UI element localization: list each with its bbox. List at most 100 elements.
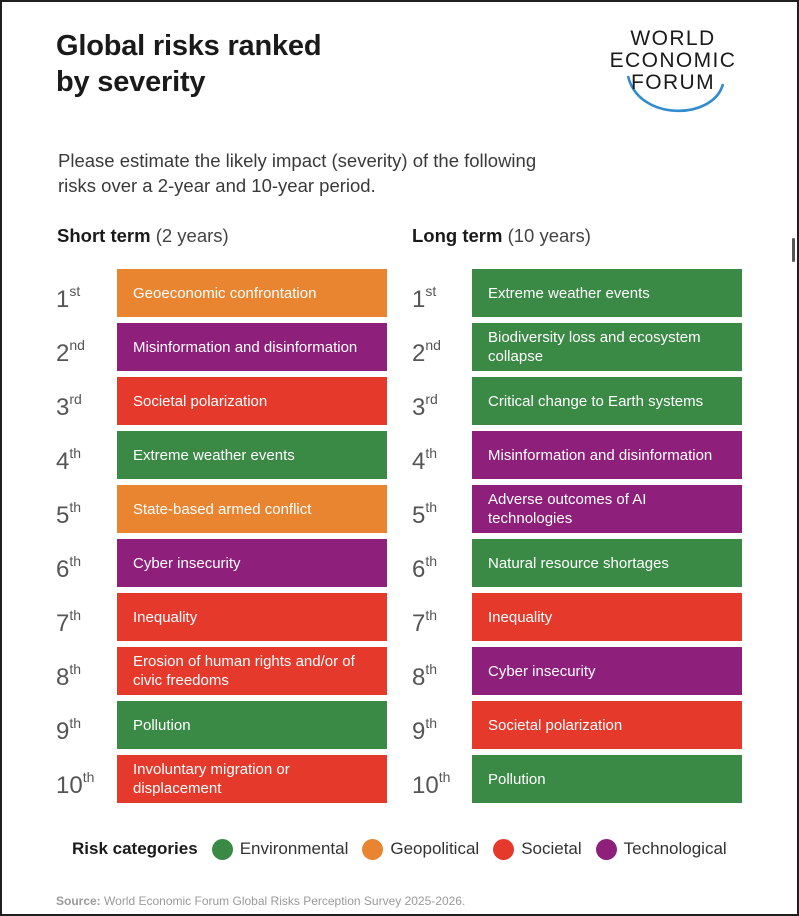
subtitle-line-1: Please estimate the likely impact (sever… bbox=[58, 150, 537, 171]
long-term-risk-bar-7: Inequality bbox=[472, 593, 742, 641]
legend-dot-environmental bbox=[211, 838, 233, 860]
long-term-rank-7: 7th bbox=[412, 593, 472, 641]
rank-number: 4 bbox=[412, 448, 426, 475]
long-term-heading-light: (10 years) bbox=[507, 225, 591, 246]
long-term-risk-bar-4: Misinformation and disinformation bbox=[472, 431, 742, 479]
rank-suffix: th bbox=[425, 661, 438, 677]
risk-label: Societal polarization bbox=[133, 392, 268, 410]
short-term-risk-bar-8: Erosion of human rights and/or of civic … bbox=[117, 647, 387, 695]
short-term-rank-1: 1st bbox=[56, 269, 116, 317]
rank-number: 7 bbox=[56, 610, 70, 637]
rank-number: 8 bbox=[412, 664, 426, 691]
rank-suffix: st bbox=[69, 283, 81, 299]
risk-label: Adverse outcomes of AI technologies bbox=[488, 491, 647, 527]
rank-number: 5 bbox=[412, 502, 426, 529]
rank-number: 10 bbox=[412, 772, 439, 799]
logo-line-3: FORUM bbox=[631, 71, 715, 94]
source-text: World Economic Forum Global Risks Percep… bbox=[104, 894, 466, 908]
rank-suffix: th bbox=[69, 607, 82, 623]
short-term-rank-2: 2nd bbox=[56, 323, 116, 371]
rank-suffix: rd bbox=[69, 391, 82, 407]
short-term-risk-bar-1: Geoeconomic confrontation bbox=[117, 269, 387, 317]
long-term-risk-bar-5: Adverse outcomes of AI technologies bbox=[472, 485, 742, 533]
rank-suffix: th bbox=[69, 499, 82, 515]
risk-label: Societal polarization bbox=[488, 716, 623, 734]
legend-dot-societal bbox=[493, 838, 515, 860]
short-term-rank-9: 9th bbox=[56, 701, 116, 749]
short-term-rank-3: 3rd bbox=[56, 377, 116, 425]
rank-suffix: rd bbox=[425, 391, 438, 407]
short-term-risk-bar-5: State-based armed conflict bbox=[117, 485, 387, 533]
risk-label: Biodiversity loss and ecosystem collapse bbox=[488, 329, 701, 365]
legend-item-technological: Technological bbox=[595, 838, 727, 860]
risk-label: Involuntary migration or displacement bbox=[133, 761, 290, 797]
long-term-heading-bold: Long term bbox=[412, 225, 503, 246]
rank-suffix: nd bbox=[425, 337, 441, 353]
rank-suffix: th bbox=[425, 499, 438, 515]
long-term-rank-1: 1st bbox=[412, 269, 472, 317]
page-title: Global risks ranked by severity bbox=[56, 28, 322, 100]
risk-label: Misinformation and disinformation bbox=[133, 338, 358, 356]
short-term-risk-bar-2: Misinformation and disinformation bbox=[117, 323, 387, 371]
short-term-rank-5: 5th bbox=[56, 485, 116, 533]
legend: Risk categories Environmental Geopolitic… bbox=[72, 836, 741, 862]
rank-number: 7 bbox=[412, 610, 426, 637]
legend-item-societal: Societal bbox=[493, 838, 582, 860]
logo-line-2: ECONOMIC bbox=[609, 49, 737, 72]
risk-label: Misinformation and disinformation bbox=[488, 446, 713, 464]
short-term-risk-bar-9: Pollution bbox=[117, 701, 387, 749]
title-line-1: Global risks ranked bbox=[56, 30, 322, 62]
rank-number: 9 bbox=[56, 718, 70, 745]
short-term-rank-6: 6th bbox=[56, 539, 116, 587]
risk-label: Extreme weather events bbox=[488, 284, 650, 302]
long-term-risk-bar-2: Biodiversity loss and ecosystem collapse bbox=[472, 323, 742, 371]
scrollbar-thumb[interactable] bbox=[792, 238, 795, 262]
long-term-risk-bar-10: Pollution bbox=[472, 755, 742, 803]
long-term-rank-5: 5th bbox=[412, 485, 472, 533]
long-term-rank-3: 3rd bbox=[412, 377, 472, 425]
rank-number: 10 bbox=[56, 772, 83, 799]
rank-suffix: nd bbox=[69, 337, 85, 353]
rank-number: 9 bbox=[412, 718, 426, 745]
title-line-2: by severity bbox=[56, 66, 206, 98]
long-term-rank-2: 2nd bbox=[412, 323, 472, 371]
rank-suffix: th bbox=[69, 553, 82, 569]
risk-label: Inequality bbox=[488, 608, 553, 626]
long-term-rank-8: 8th bbox=[412, 647, 472, 695]
short-term-rank-8: 8th bbox=[56, 647, 116, 695]
rank-suffix: th bbox=[69, 661, 82, 677]
rank-suffix: th bbox=[82, 769, 95, 785]
legend-dot-technological bbox=[595, 838, 617, 860]
risk-label: Cyber insecurity bbox=[488, 662, 596, 680]
legend-label-societal: Societal bbox=[521, 839, 582, 858]
legend-item-geopolitical: Geopolitical bbox=[362, 838, 479, 860]
rank-suffix: th bbox=[425, 553, 438, 569]
long-term-risk-bar-3: Critical change to Earth systems bbox=[472, 377, 742, 425]
legend-title: Risk categories bbox=[72, 839, 198, 858]
subtitle-line-2: risks over a 2-year and 10-year period. bbox=[58, 175, 376, 196]
logo-line-1: WORLD bbox=[630, 27, 716, 50]
logo-arc-icon bbox=[626, 75, 725, 113]
source-label: Source: bbox=[56, 894, 101, 908]
risk-label: Natural resource shortages bbox=[488, 554, 669, 572]
short-term-risk-bar-6: Cyber insecurity bbox=[117, 539, 387, 587]
risk-label: Extreme weather events bbox=[133, 446, 295, 464]
rank-number: 6 bbox=[56, 556, 70, 583]
risk-label: Inequality bbox=[133, 608, 198, 626]
rank-suffix: st bbox=[425, 283, 437, 299]
rank-suffix: th bbox=[425, 715, 438, 731]
short-term-risk-bar-10: Involuntary migration or displacement bbox=[117, 755, 387, 803]
long-term-risk-bar-9: Societal polarization bbox=[472, 701, 742, 749]
risk-label: Pollution bbox=[133, 716, 191, 734]
legend-dot-geopolitical bbox=[362, 838, 384, 860]
legend-label-technological: Technological bbox=[623, 839, 727, 858]
rank-suffix: th bbox=[425, 445, 438, 461]
rank-number: 8 bbox=[56, 664, 70, 691]
long-term-rank-10: 10th bbox=[412, 755, 472, 803]
rank-suffix: th bbox=[438, 769, 451, 785]
wef-logo: WORLD ECONOMIC FORUM bbox=[598, 26, 758, 116]
long-term-risk-bar-8: Cyber insecurity bbox=[472, 647, 742, 695]
short-term-rank-10: 10th bbox=[56, 755, 116, 803]
short-term-rank-4: 4th bbox=[56, 431, 116, 479]
